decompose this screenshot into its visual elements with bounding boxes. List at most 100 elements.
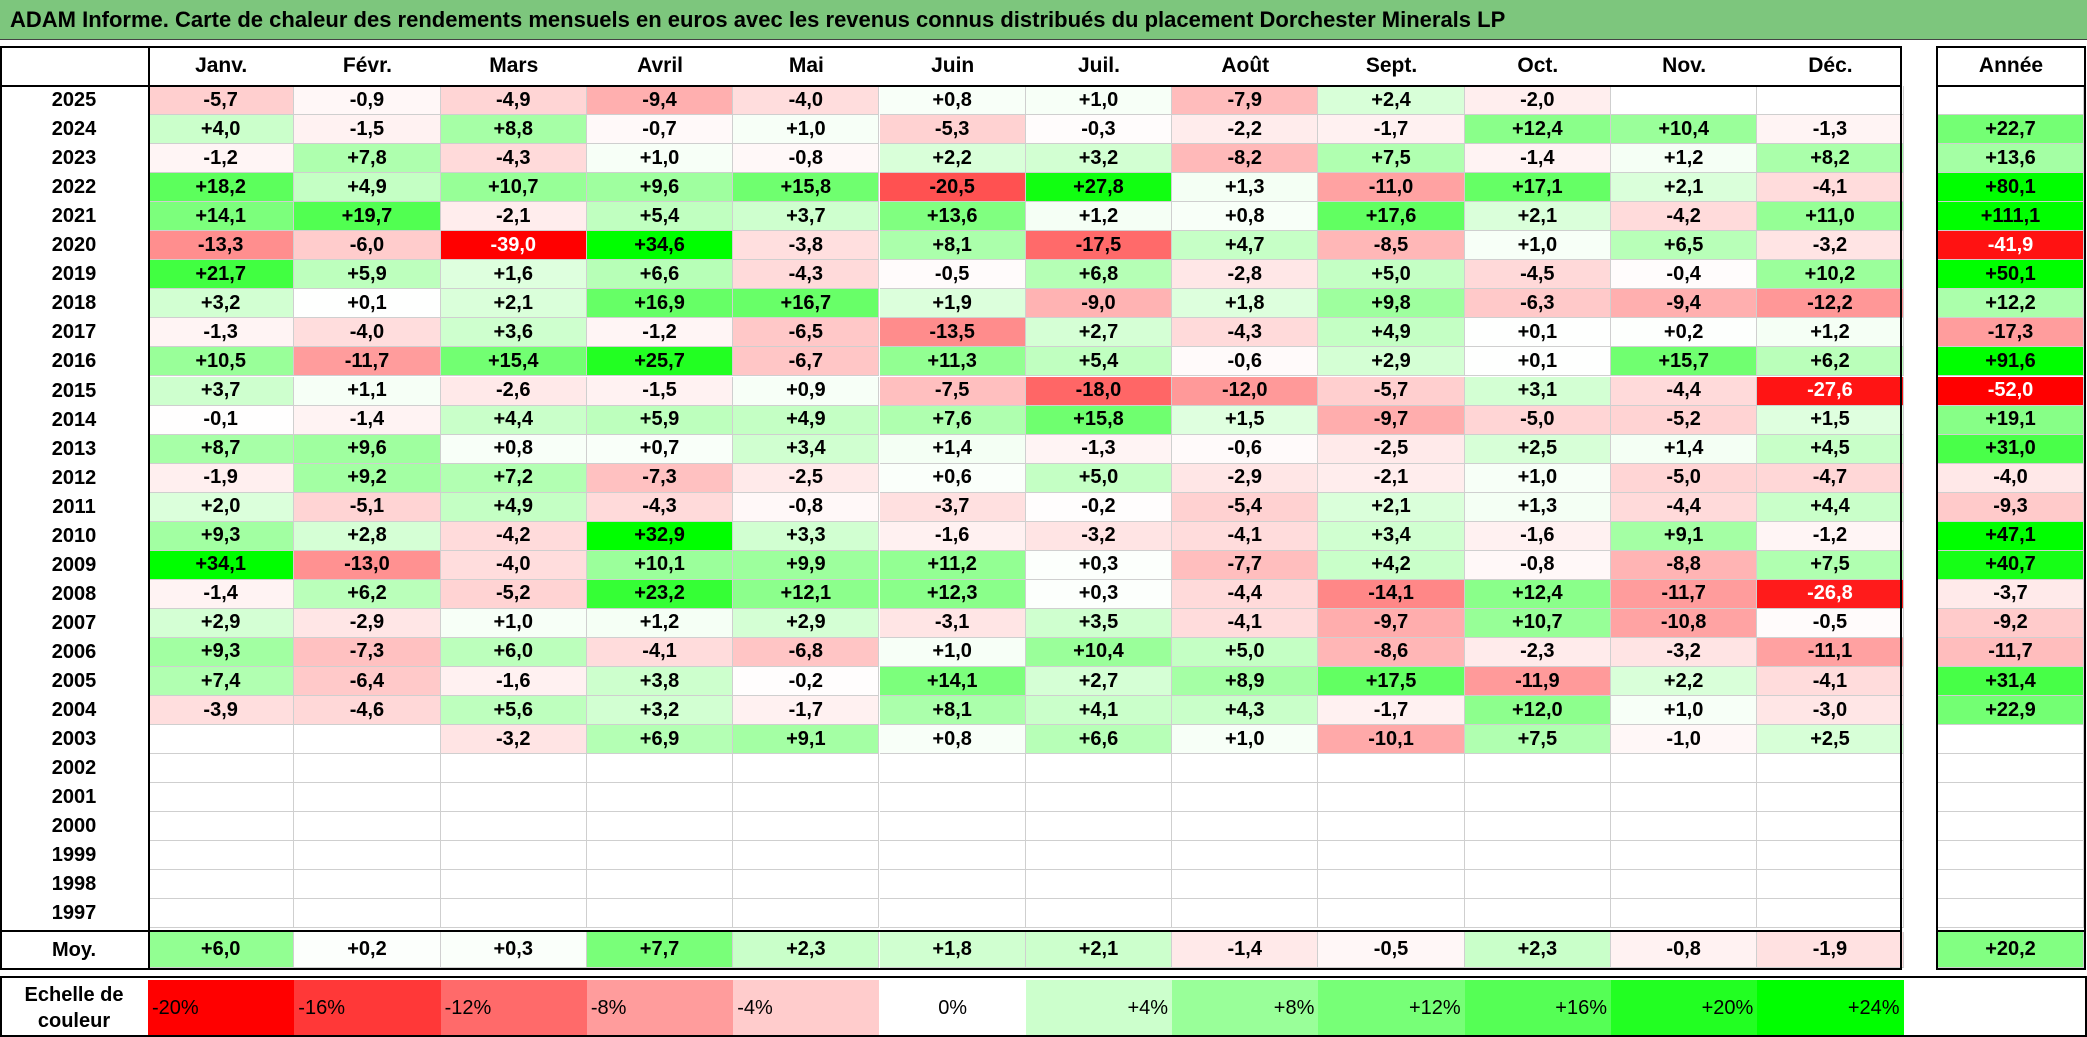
heatmap-cell — [440, 783, 587, 813]
heatmap-cell: -8,8 — [1611, 550, 1758, 580]
annual-cell: -4,0 — [1938, 463, 2084, 493]
annual-cell: -41,9 — [1938, 231, 2084, 261]
year-label: 2002 — [51, 757, 97, 780]
heatmap-cell: -2,1 — [1318, 463, 1465, 493]
heatmap-cell: +3,8 — [586, 667, 734, 697]
heatmap-cell: +3,4 — [1318, 521, 1465, 551]
heatmap-cell: +5,0 — [1025, 463, 1173, 493]
annual-cell: +111,1 — [1938, 202, 2084, 232]
heatmap-cell — [1611, 754, 1758, 784]
year-label: 2005 — [51, 670, 97, 693]
heatmap-cell: -3,8 — [733, 231, 880, 261]
heatmap-cell: -0,1 — [148, 405, 295, 435]
heatmap-cell: +10,4 — [1611, 115, 1758, 145]
heatmap-cell — [294, 899, 441, 929]
heatmap-cell: -2,9 — [294, 608, 441, 638]
heatmap-cell: +9,3 — [148, 521, 295, 551]
heatmap-cell: -10,8 — [1611, 608, 1758, 638]
heatmap-cell: +1,9 — [879, 289, 1026, 319]
heatmap-cell — [1611, 783, 1758, 813]
heatmap-cell: +1,2 — [586, 608, 734, 638]
annual-cell: +80,1 — [1938, 173, 2084, 203]
heatmap-cell: +4,2 — [1318, 550, 1465, 580]
heatmap-cell — [586, 870, 734, 900]
heatmap-cell — [1611, 870, 1758, 900]
heatmap-cell — [440, 754, 587, 784]
year-label: 2025 — [51, 89, 97, 112]
heatmap-cell: -4,1 — [1172, 521, 1319, 551]
heatmap-cell — [1172, 841, 1319, 871]
heatmap-cell: +0,3 — [1025, 550, 1173, 580]
heatmap-cell: -9,7 — [1318, 608, 1465, 638]
heatmap-cell: +3,2 — [1025, 144, 1173, 174]
annual-cell: +40,7 — [1938, 550, 2084, 580]
heatmap-cell: -1,9 — [148, 463, 295, 493]
heatmap-cell: +12,0 — [1464, 696, 1611, 726]
heatmap-cell — [1611, 812, 1758, 842]
color-scale-step: +8% — [1172, 980, 1319, 1037]
heatmap-cell: -3,0 — [1757, 696, 1904, 726]
heatmap-cell: +1,0 — [1464, 463, 1611, 493]
year-label: 2024 — [51, 118, 97, 141]
annual-cell: -3,7 — [1938, 579, 2084, 609]
heatmap-cell: +4,9 — [1318, 318, 1465, 348]
heatmap-cell: +1,4 — [879, 434, 1026, 464]
heatmap-cell: -1,3 — [1025, 434, 1173, 464]
heatmap-cell: -1,7 — [733, 696, 880, 726]
heatmap-cell — [586, 754, 734, 784]
heatmap-cell: +5,9 — [586, 405, 734, 435]
annual-cell: -9,3 — [1938, 492, 2084, 522]
annual-cell: -17,3 — [1938, 318, 2084, 348]
heatmap-cell: +1,2 — [1757, 318, 1904, 348]
heatmap-cell: -1,2 — [586, 318, 734, 348]
year-label: 1997 — [51, 902, 97, 925]
year-label: 2017 — [51, 321, 97, 344]
heatmap-cell: +2,7 — [1025, 318, 1173, 348]
heatmap-cell: +16,7 — [733, 289, 880, 319]
color-scale-step: 0% — [879, 980, 1026, 1037]
heatmap-cell — [1025, 754, 1173, 784]
heatmap-cell — [294, 754, 441, 784]
heatmap-cell: -11,9 — [1464, 667, 1611, 697]
heatmap-cell: -5,7 — [148, 86, 295, 116]
heatmap-cell: +1,0 — [1464, 231, 1611, 261]
heatmap-cell: -3,2 — [1025, 521, 1173, 551]
year-label: 2021 — [51, 205, 97, 228]
heatmap-cell: -7,3 — [586, 463, 734, 493]
heatmap-cell: -0,9 — [294, 86, 441, 116]
annual-cell: +31,4 — [1938, 667, 2084, 697]
heatmap-cell: +2,9 — [148, 608, 295, 638]
year-label: 2001 — [51, 786, 97, 809]
month-header: Janv. — [195, 54, 248, 77]
heatmap-cell: +4,9 — [440, 492, 587, 522]
heatmap-cell — [586, 899, 734, 929]
month-header: Sept. — [1365, 54, 1418, 77]
month-header: Mars — [489, 54, 539, 77]
average-cell: +2,3 — [1464, 932, 1611, 968]
heatmap-cell: +6,6 — [1025, 725, 1173, 755]
heatmap-cell: -13,0 — [294, 550, 441, 580]
heatmap-cell: +8,7 — [148, 434, 295, 464]
heatmap-cell: -1,3 — [1757, 115, 1904, 145]
heatmap-cell — [294, 783, 441, 813]
year-label: 2022 — [51, 176, 97, 199]
year-label: 1999 — [51, 844, 97, 867]
heatmap-cell: -2,5 — [733, 463, 880, 493]
heatmap-cell: +15,8 — [1025, 405, 1173, 435]
color-scale-step: +4% — [1025, 980, 1173, 1037]
heatmap-cell: +6,0 — [440, 637, 587, 667]
heatmap-cell: +16,9 — [586, 289, 734, 319]
heatmap-cell — [148, 899, 295, 929]
heatmap-cell: +9,1 — [733, 725, 880, 755]
average-cell: -0,8 — [1611, 932, 1758, 968]
heatmap-cell: +0,1 — [1464, 347, 1611, 377]
heatmap-cell: -1,6 — [879, 521, 1026, 551]
heatmap-cell — [1464, 899, 1611, 929]
annual-cell: +50,1 — [1938, 260, 2084, 290]
heatmap-cell: +1,0 — [1172, 725, 1319, 755]
heatmap-cell — [148, 754, 295, 784]
heatmap-cell: +3,7 — [148, 376, 295, 406]
heatmap-cell: +2,5 — [1464, 434, 1611, 464]
heatmap-cell: +1,0 — [733, 115, 880, 145]
